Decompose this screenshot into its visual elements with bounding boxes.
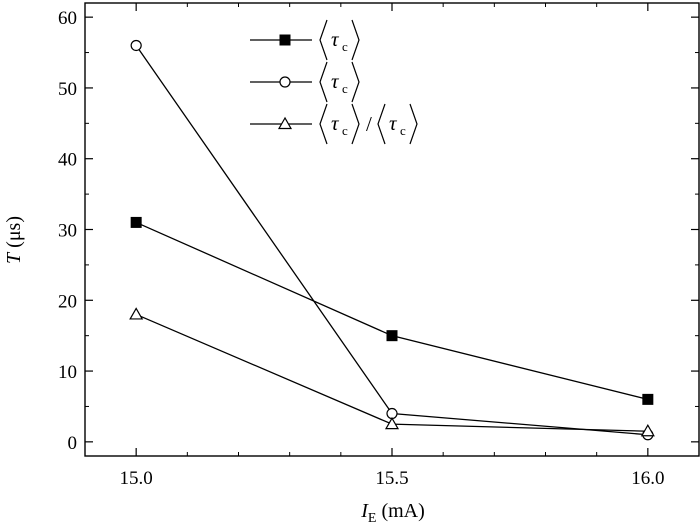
y-axis-title: T (μs) xyxy=(3,216,25,264)
square-marker xyxy=(279,34,291,46)
legend-subscript: c xyxy=(342,81,348,96)
series-line-1 xyxy=(135,45,648,436)
legend-symbol: τ xyxy=(389,111,398,135)
triangle-marker xyxy=(277,116,293,130)
x-tick-label: 15.0 xyxy=(120,468,153,489)
x-tick-label: 15.5 xyxy=(375,468,408,489)
plot-frame xyxy=(84,2,700,457)
y-tick-label: 40 xyxy=(58,150,77,171)
y-tick-label: 0 xyxy=(68,433,78,454)
angle-bracket-right xyxy=(351,103,360,145)
square-marker xyxy=(130,216,142,228)
circle-marker xyxy=(130,39,142,52)
angle-bracket-right xyxy=(409,103,418,145)
angle-bracket-left xyxy=(377,103,386,145)
triangle-marker xyxy=(640,424,655,437)
legend-subscript: c xyxy=(400,123,406,138)
legend-subscript: c xyxy=(342,39,348,54)
legend-symbol: τ xyxy=(331,27,340,51)
y-tick-label: 30 xyxy=(58,221,77,242)
x-axis-title: IE (mA) xyxy=(360,500,425,526)
angle-bracket-right xyxy=(351,19,360,61)
legend-divider: / xyxy=(366,112,372,136)
x-tick-label: 16.0 xyxy=(631,468,664,489)
angle-bracket-left xyxy=(319,103,328,145)
square-marker xyxy=(642,393,654,405)
legend-symbol: τ xyxy=(331,69,340,93)
y-tick-label: 20 xyxy=(58,291,77,312)
legend-subscript: c xyxy=(342,123,348,138)
angle-bracket-left xyxy=(319,19,328,61)
series-line-0 xyxy=(135,221,648,401)
circle-marker xyxy=(279,76,291,88)
y-tick-label: 60 xyxy=(58,8,77,29)
triangle-marker xyxy=(384,416,400,430)
legend-symbol: τ xyxy=(331,111,340,135)
y-tick-label: 50 xyxy=(58,79,77,100)
y-tick-label: 10 xyxy=(58,362,77,383)
angle-bracket-left xyxy=(319,61,328,103)
square-marker xyxy=(386,330,398,342)
triangle-marker xyxy=(129,307,144,320)
angle-bracket-right xyxy=(351,61,360,103)
